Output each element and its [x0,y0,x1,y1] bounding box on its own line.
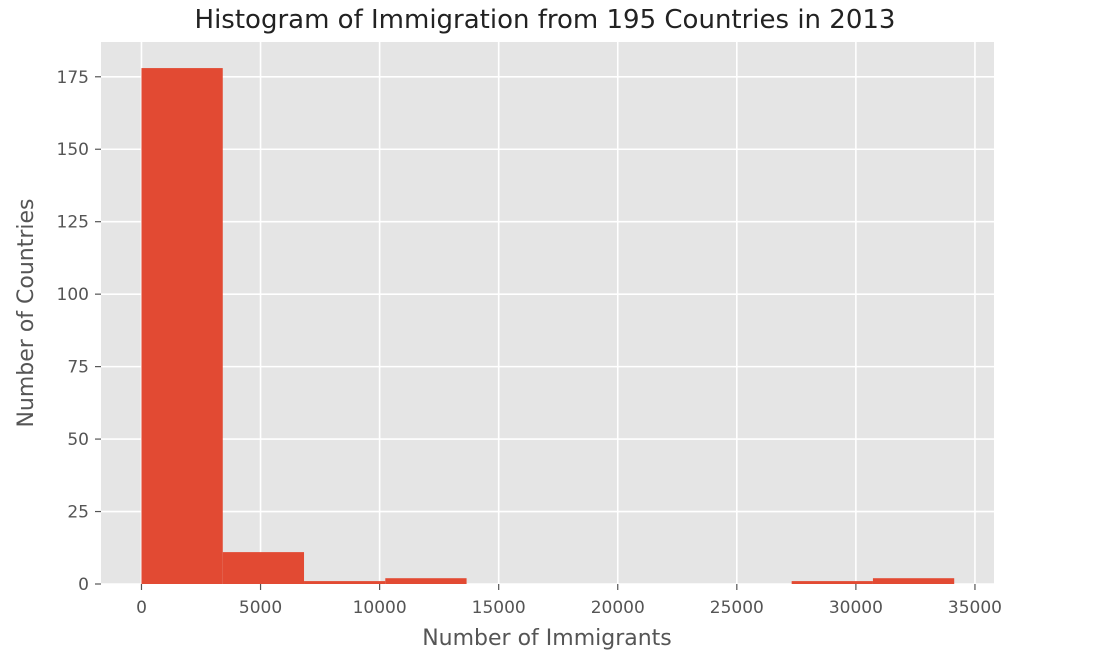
y-tick-label: 75 [67,358,89,378]
y-tick-label: 125 [57,213,89,233]
histogram-bar [222,552,305,584]
x-tick-label: 30000 [829,598,883,618]
histogram-bar [791,581,873,584]
x-tick-label: 0 [136,598,147,618]
y-tick-label: 50 [67,430,89,450]
histogram-bar [385,578,467,584]
y-tick-label: 100 [57,285,89,305]
plot-background [101,42,994,584]
y-tick-label: 175 [57,68,89,88]
x-tick-label: 20000 [591,598,645,618]
x-tick-label: 25000 [710,598,764,618]
x-tick-label: 15000 [472,598,526,618]
x-tick-label: 35000 [948,598,1002,618]
histogram-bar [141,68,223,584]
histogram-bars [141,68,955,584]
histogram-bar [304,581,386,584]
y-tick-label: 25 [67,503,89,523]
x-axis-label: Number of Immigrants [422,626,672,651]
y-tick-label: 0 [78,575,89,595]
histogram-bar [872,578,955,584]
x-tick-label: 10000 [353,598,407,618]
y-tick-label: 150 [57,140,89,160]
y-axis-label: Number of Countries [14,198,39,427]
y-axis-ticks: 0 25 50 75 100 125 150 175 [57,68,101,595]
x-tick-label: 5000 [239,598,282,618]
x-axis-ticks: 0 5000 10000 15000 20000 25000 30000 35000 [136,584,1002,618]
grid-lines [101,42,994,585]
chart-title: Histogram of Immigration from 195 Countr… [195,5,896,35]
